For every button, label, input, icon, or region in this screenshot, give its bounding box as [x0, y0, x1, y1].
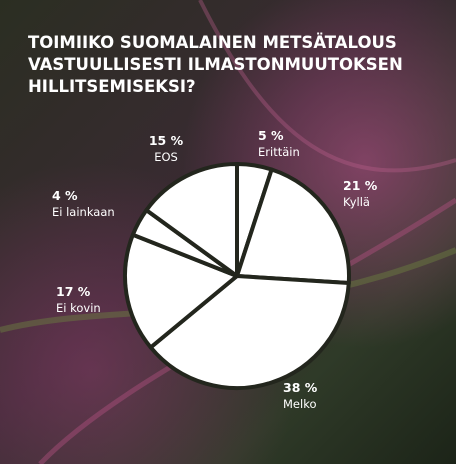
category-label: EOS: [154, 150, 178, 164]
pie-slice: [235, 167, 351, 286]
category-label: Ei kovin: [56, 301, 101, 315]
category-label: Ei lainkaan: [52, 205, 115, 219]
pie-slice: [144, 162, 239, 278]
category-label: Melko: [283, 397, 316, 411]
value-label: 15 %: [149, 133, 184, 148]
pie-slice: [123, 232, 239, 350]
title-line: TOIMIIKO SUOMALAINEN METSÄTALOUS: [28, 33, 397, 52]
pie-slice: [148, 274, 351, 390]
value-label: 38 %: [283, 380, 318, 395]
grass: [198, 0, 456, 173]
title-line: HILLITSEMISEKSI?: [28, 77, 196, 96]
value-label: 5 %: [258, 128, 284, 143]
value-label: 21 %: [343, 178, 378, 193]
category-label: Kyllä: [343, 195, 370, 209]
category-label: Erittäin: [258, 145, 300, 159]
title-line: VASTUULLISESTI ILMASTONMUUTOKSEN: [28, 55, 403, 74]
value-label: 4 %: [52, 188, 78, 203]
value-label: 17 %: [56, 284, 91, 299]
